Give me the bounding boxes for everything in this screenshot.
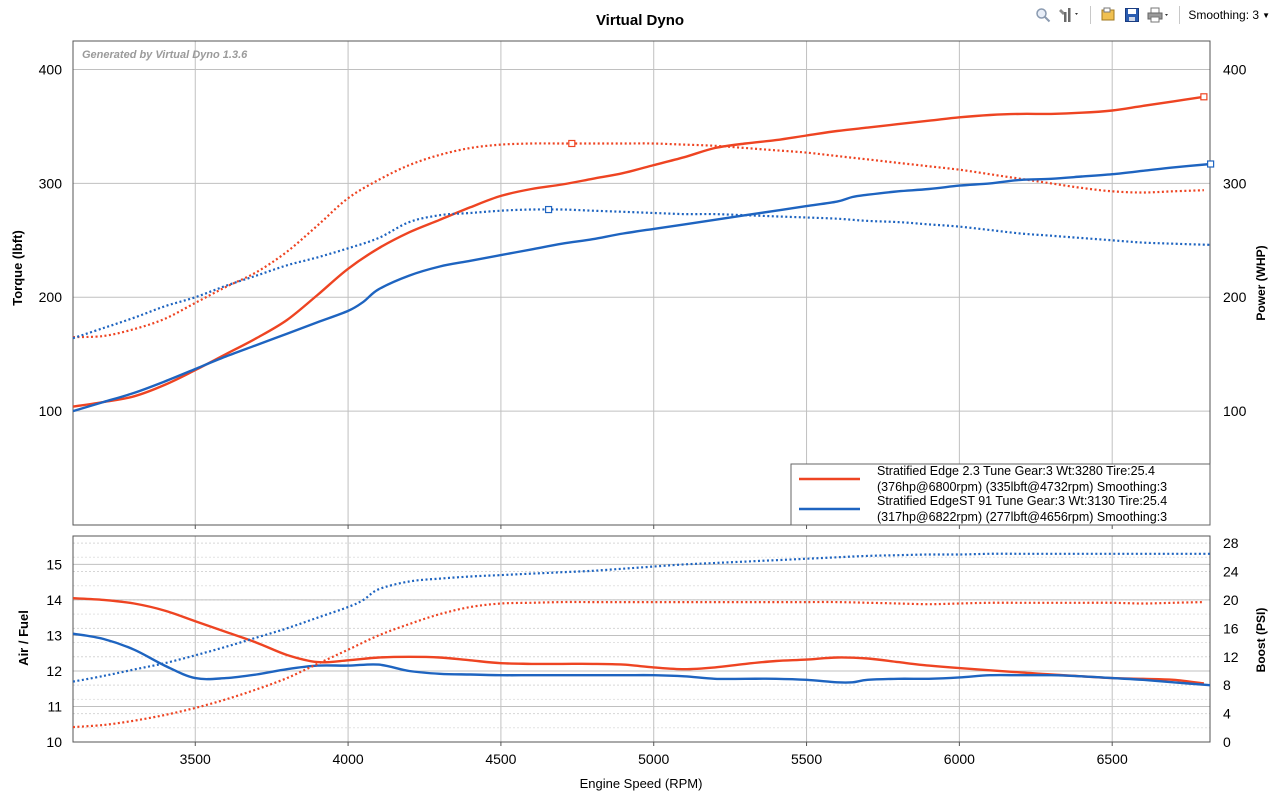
legend-run1-line1: Stratified Edge 2.3 Tune Gear:3 Wt:3280 … bbox=[877, 464, 1155, 478]
top-gridlines bbox=[73, 41, 1210, 529]
y-tick-label: 200 bbox=[39, 289, 63, 305]
series-line-1-3 bbox=[72, 552, 1210, 683]
watermark: Generated by Virtual Dyno 1.3.6 bbox=[82, 49, 248, 61]
power-tick-labels: 100 200 300 400 bbox=[1223, 61, 1247, 419]
y-tick-label: 100 bbox=[39, 403, 63, 419]
y2-tick-label: 4 bbox=[1223, 706, 1231, 722]
y-tick-label: 300 bbox=[39, 175, 63, 191]
power-axis-label: Power (WHP) bbox=[1254, 245, 1268, 320]
x-tick-label: 6500 bbox=[1097, 751, 1128, 767]
zoom-icon[interactable] bbox=[1034, 6, 1052, 24]
top-series bbox=[72, 93, 1215, 413]
y-tick-label: 11 bbox=[47, 698, 62, 714]
x-tick-label: 6000 bbox=[944, 751, 975, 767]
x-tick-label: 3500 bbox=[180, 751, 211, 767]
y-tick-label: 15 bbox=[46, 556, 62, 572]
legend-run2-line1: Stratified EdgeST 91 Tune Gear:3 Wt:3130… bbox=[877, 494, 1167, 508]
y2-tick-label: 20 bbox=[1223, 592, 1239, 608]
y-tick-label: 12 bbox=[46, 663, 62, 679]
y-tick-label: 400 bbox=[39, 61, 63, 77]
top-plot-frame bbox=[72, 40, 1211, 526]
chevron-down-icon: ▼ bbox=[1262, 10, 1270, 20]
series-line-0-2 bbox=[72, 162, 1211, 413]
toolbar-separator bbox=[1090, 6, 1092, 24]
save-icon[interactable] bbox=[1123, 6, 1141, 24]
series-line-0-1 bbox=[72, 142, 1204, 339]
boost-axis-label: Boost (PSI) bbox=[1254, 608, 1268, 673]
series-line-0-0 bbox=[72, 95, 1205, 408]
series-line-0-3 bbox=[72, 208, 1211, 340]
legend: Stratified Edge 2.3 Tune Gear:3 Wt:3280 … bbox=[790, 463, 1211, 526]
x-tick-label: 4000 bbox=[333, 751, 364, 767]
series-line-1-1 bbox=[72, 632, 1211, 687]
settings-icon[interactable] bbox=[1058, 6, 1082, 24]
y2-tick-label: 8 bbox=[1223, 677, 1231, 693]
torque-tick-labels: 100 200 300 400 bbox=[39, 61, 63, 419]
y2-tick-label: 100 bbox=[1223, 403, 1247, 419]
bottom-plot-frame bbox=[72, 535, 1211, 743]
y2-tick-label: 16 bbox=[1223, 620, 1239, 636]
y-tick-label: 14 bbox=[46, 592, 62, 608]
toolbar-separator bbox=[1179, 6, 1181, 24]
series-line-1-2 bbox=[72, 600, 1204, 729]
y2-tick-label: 0 bbox=[1223, 734, 1231, 750]
legend-run2-line2: (317hp@6822rpm) (277lbft@4656rpm) Smooth… bbox=[877, 510, 1167, 524]
afr-tick-labels: 10 11 12 13 14 15 bbox=[46, 556, 62, 750]
peak-marker bbox=[1200, 93, 1208, 101]
peak-marker bbox=[1207, 160, 1215, 168]
y2-tick-label: 24 bbox=[1223, 564, 1239, 580]
afr-boost-panel: 10 11 12 13 14 15 0 4 8 12 16 20 24 28 3500 4000 4500 5… bbox=[16, 535, 1268, 791]
boost-tick-labels: 0 4 8 12 16 20 24 28 bbox=[1223, 535, 1239, 750]
chart-title: Virtual Dyno bbox=[596, 12, 684, 29]
torque-axis-label: Torque (lbft) bbox=[10, 230, 25, 306]
y2-tick-label: 28 bbox=[1223, 535, 1239, 551]
y2-tick-label: 200 bbox=[1223, 289, 1247, 305]
bottom-series bbox=[72, 552, 1211, 729]
y-tick-label: 13 bbox=[46, 627, 62, 643]
print-icon[interactable] bbox=[1147, 6, 1171, 24]
series-line-1-0 bbox=[72, 597, 1205, 685]
peak-marker bbox=[568, 139, 576, 148]
smoothing-label: Smoothing: 3 bbox=[1188, 8, 1260, 22]
peak-marker bbox=[544, 205, 553, 214]
legend-box bbox=[790, 463, 1211, 526]
x-tick-label: 4500 bbox=[485, 751, 516, 767]
afr-axis-label: Air / Fuel bbox=[16, 610, 31, 666]
legend-run1-line2: (376hp@6800rpm) (335lbft@4732rpm) Smooth… bbox=[877, 480, 1167, 494]
rpm-tick-labels: 3500 4000 4500 5000 5500 6000 6500 bbox=[180, 751, 1128, 767]
smoothing-dropdown[interactable]: Smoothing: 3 ▼ bbox=[1188, 8, 1270, 22]
x-tick-label: 5500 bbox=[791, 751, 822, 767]
y2-tick-label: 400 bbox=[1223, 61, 1247, 77]
rpm-axis-label: Engine Speed (RPM) bbox=[580, 776, 703, 791]
x-tick-label: 5000 bbox=[638, 751, 669, 767]
y2-tick-label: 12 bbox=[1223, 649, 1239, 665]
bottom-gridlines bbox=[73, 536, 1210, 746]
torque-power-panel: Generated by Virtual Dyno 1.3.6 100 200 30… bbox=[10, 40, 1268, 529]
y-tick-label: 10 bbox=[46, 734, 62, 750]
open-icon[interactable] bbox=[1099, 6, 1117, 24]
y2-tick-label: 300 bbox=[1223, 175, 1247, 191]
toolbar: Smoothing: 3 ▼ bbox=[1034, 4, 1270, 26]
